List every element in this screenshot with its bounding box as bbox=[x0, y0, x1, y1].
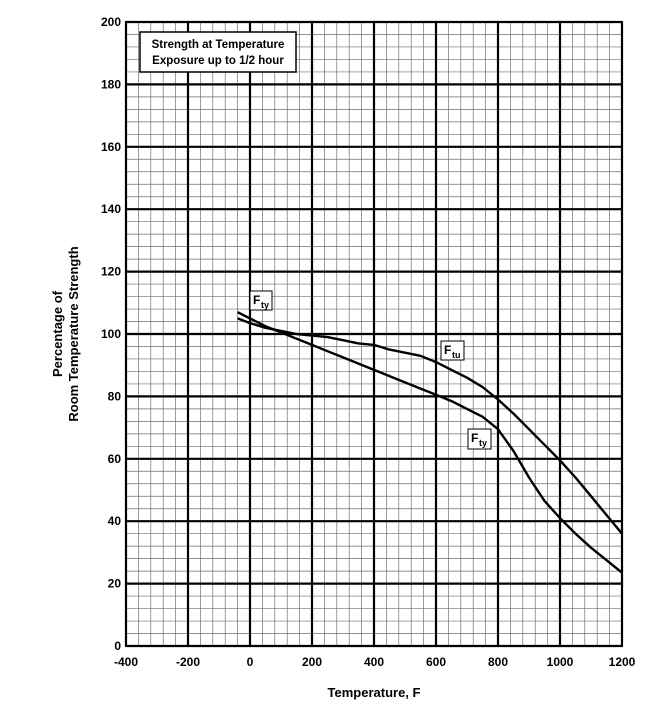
plot-frame bbox=[125, 21, 623, 647]
y-tick-label: 80 bbox=[108, 389, 122, 403]
series-line-fty bbox=[237, 311, 623, 574]
y-tick-label: 120 bbox=[101, 265, 121, 279]
x-tick-labels: -400 -200 0 200 400 600 800 1000 1200 bbox=[114, 655, 636, 669]
curve-label-fty-upper-main: F bbox=[253, 293, 260, 307]
y-tick-label: 20 bbox=[108, 577, 122, 591]
curve-label-ftu-main: F bbox=[444, 343, 451, 357]
curve-label-fty: F ty bbox=[467, 428, 492, 450]
curve-label-fty-upper: F ty bbox=[249, 290, 273, 311]
x-tick-label: 1000 bbox=[547, 655, 574, 669]
x-tick-label: 200 bbox=[302, 655, 322, 669]
y-tick-labels: 0 20 40 60 80 100 120 140 160 180 200 bbox=[101, 15, 121, 653]
y-tick-label: 140 bbox=[101, 202, 121, 216]
curve-label-fty-sub: ty bbox=[479, 438, 487, 448]
y-axis-title: Percentage of Room Temperature Strength bbox=[50, 246, 81, 421]
series-line-ftu bbox=[237, 317, 623, 535]
x-tick-label: 400 bbox=[364, 655, 384, 669]
x-tick-label: 800 bbox=[488, 655, 508, 669]
y-tick-label: 160 bbox=[101, 140, 121, 154]
x-tick-label: -400 bbox=[114, 655, 138, 669]
y-tick-label: 40 bbox=[108, 514, 122, 528]
x-tick-label: 1200 bbox=[609, 655, 636, 669]
curves bbox=[237, 311, 623, 574]
curve-label-fty-box bbox=[467, 428, 492, 450]
chart-title-box: Strength at Temperature Exposure up to 1… bbox=[139, 31, 297, 73]
chart-title-line-1: Strength at Temperature bbox=[152, 39, 285, 51]
curve-label-fty-upper-sub: ty bbox=[261, 300, 269, 310]
y-axis-title-line-2: Room Temperature Strength bbox=[66, 246, 81, 421]
curve-label-fty-upper-box bbox=[249, 290, 273, 311]
y-tick-label: 200 bbox=[101, 15, 121, 29]
chart-title-line-2: Exposure up to 1/2 hour bbox=[152, 55, 284, 67]
y-tick-label: 0 bbox=[114, 639, 121, 653]
chart-title-box-border bbox=[139, 31, 297, 73]
y-tick-label: 60 bbox=[108, 452, 122, 466]
x-tick-label: 0 bbox=[247, 655, 254, 669]
x-tick-label: -200 bbox=[176, 655, 200, 669]
curve-label-ftu: F tu bbox=[440, 340, 465, 361]
y-tick-label: 180 bbox=[101, 77, 121, 91]
curve-label-ftu-box bbox=[440, 340, 465, 361]
y-tick-label: 100 bbox=[101, 327, 121, 341]
x-axis-title: Temperature, F bbox=[328, 685, 421, 700]
curve-label-ftu-sub: tu bbox=[452, 350, 461, 360]
y-axis-title-line-1: Percentage of bbox=[50, 290, 65, 377]
x-tick-label: 600 bbox=[426, 655, 446, 669]
curve-label-fty-main: F bbox=[471, 431, 478, 445]
